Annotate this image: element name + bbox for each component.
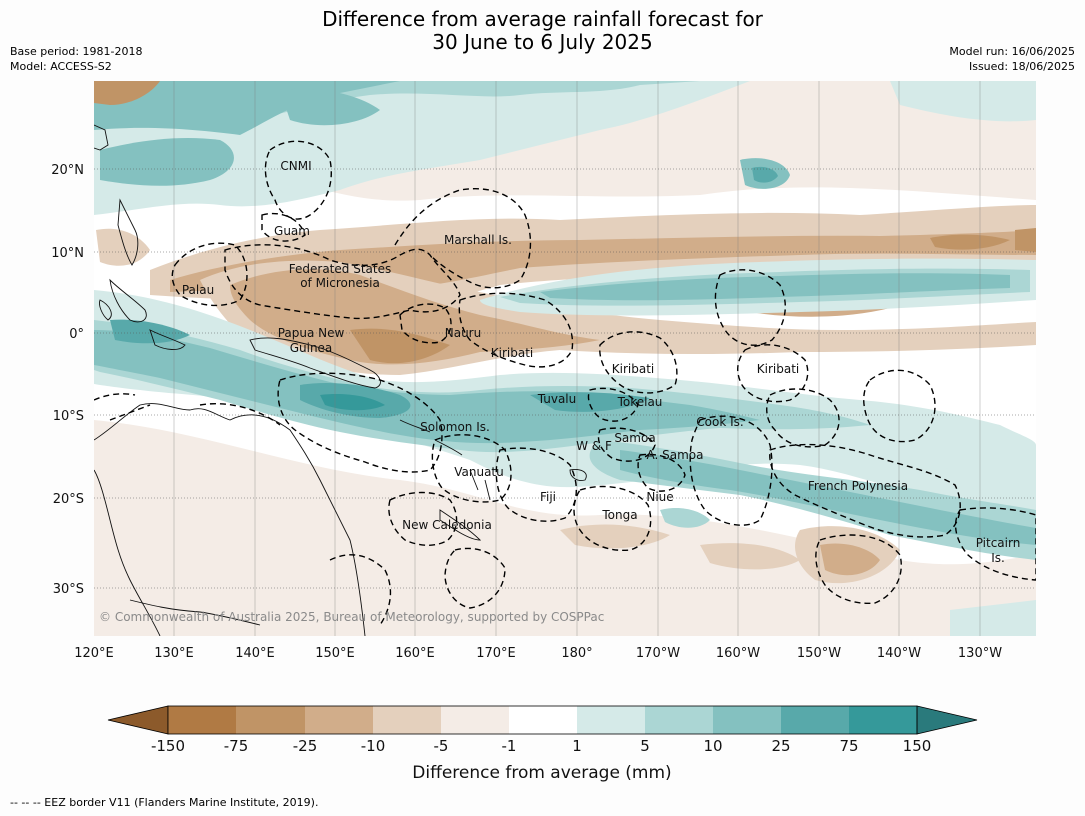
label-french-polynesia: French Polynesia [808,479,908,493]
label-pitcairn-1: Pitcairn [976,536,1021,550]
lon-label: 160°W [716,646,760,661]
map-title: Difference from average rainfall forecas… [0,8,1085,54]
lon-label: 160°E [395,646,435,661]
colorbar-tick: -5 [434,737,449,755]
colorbar-segment [441,706,509,734]
colorbar-segment [645,706,713,734]
label-kiribati-east: Kiribati [757,362,799,376]
lon-label: 130°E [154,646,194,661]
colorbar-segment [236,706,305,734]
lat-label: 20°N [51,163,84,178]
colorbar-segment [168,706,236,734]
lon-label: 140°W [877,646,921,661]
colorbar-extend-high [916,705,978,735]
colorbar-tick: -10 [361,737,386,755]
lon-label: 120°E [74,646,114,661]
colorbar-segment [577,706,645,734]
lat-label: 30°S [53,582,84,597]
place-labels: CNMI Guam Marshall Is. Federated States … [99,159,1020,624]
label-cook: Cook Is. [696,415,743,429]
colorbar-tick: 25 [771,737,790,755]
colorbar-segment [713,706,781,734]
label-kiribati-west: Kiribati [491,346,533,360]
colorbar-tick: -150 [151,737,185,755]
lat-label: 10°N [51,246,84,261]
eez-borders [94,140,1036,626]
label-solomon: Solomon Is. [420,420,490,434]
colorbar-segment [509,706,577,734]
lon-label: 140°E [235,646,275,661]
run-info: Model run: 16/06/2025 Issued: 18/06/2025 [949,44,1075,74]
label-tokelau: Tokelau [617,395,663,409]
label-wallis-futuna: W & F [576,439,612,453]
colorbar-tick: -25 [293,737,318,755]
colorbar-tick: -75 [224,737,249,755]
label-kiribati-central: Kiribati [612,362,654,376]
colorbar-segment [305,706,373,734]
label-png-2: Guinea [290,341,333,355]
model-run: Model run: 16/06/2025 [949,45,1075,58]
colorbar-segment [849,706,917,734]
colorbar-tick: -1 [502,737,517,755]
label-american-samoa: A. Samoa [647,448,704,462]
label-pitcairn-2: Is. [991,551,1005,565]
label-guam: Guam [274,224,310,238]
label-vanuatu: Vanuatu [454,465,504,479]
lat-label: 20°S [53,492,84,507]
colorbar: -150 -75 -25 -10 -5 -1 1 5 10 25 75 150 … [107,705,978,783]
base-period: Base period: 1981-2018 [10,45,143,58]
lon-label: 170°E [476,646,516,661]
label-marshall: Marshall Is. [444,233,512,247]
lon-label: 150°E [315,646,355,661]
label-nauru: Nauru [445,326,481,340]
lon-label: 130°W [958,646,1002,661]
label-fiji: Fiji [540,490,556,504]
label-niue: Niue [646,490,673,504]
lon-label: 150°W [797,646,841,661]
colorbar-tick: 5 [640,737,650,755]
label-fsm-1: Federated States [289,262,391,276]
label-new-caledonia: New Caledonia [402,518,492,532]
issued-date: Issued: 18/06/2025 [968,60,1075,73]
lat-label: 10°S [53,409,84,424]
latitude-labels: 20°N 10°N 0° 10°S 20°S 30°S [51,163,84,597]
model-info: Base period: 1981-2018 Model: ACCESS-S2 [10,44,142,74]
colorbar-label: Difference from average (mm) [412,763,671,783]
colorbar-segment [373,706,441,734]
label-samoa: Samoa [614,431,655,445]
colorbar-tick: 10 [703,737,722,755]
eez-legend: -- -- -- EEZ border V11 (Flanders Marine… [10,796,319,809]
colorbar-segment [781,706,849,734]
label-cnmi: CNMI [280,159,311,173]
label-fsm-2: of Micronesia [300,276,380,290]
lon-label: 170°W [636,646,680,661]
colorbar-tick: 150 [903,737,932,755]
lat-label: 0° [69,327,84,342]
label-png-1: Papua New [278,326,345,340]
label-tuvalu: Tuvalu [537,392,577,406]
rainfall-field [94,81,1036,636]
title-line-1: Difference from average rainfall forecas… [322,7,763,31]
colorbar-tick: 1 [572,737,582,755]
model-name: Model: ACCESS-S2 [10,60,112,73]
colorbar-tick: 75 [839,737,858,755]
colorbar-extend-low [107,705,169,735]
longitude-labels: 120°E 130°E 140°E 150°E 160°E 170°E 180°… [74,646,1002,661]
label-palau: Palau [182,283,214,297]
copyright-credit: © Commonwealth of Australia 2025, Bureau… [99,610,604,624]
title-line-2: 30 June to 6 July 2025 [432,30,653,54]
label-tonga: Tonga [601,508,637,522]
lon-label: 180° [561,646,592,661]
